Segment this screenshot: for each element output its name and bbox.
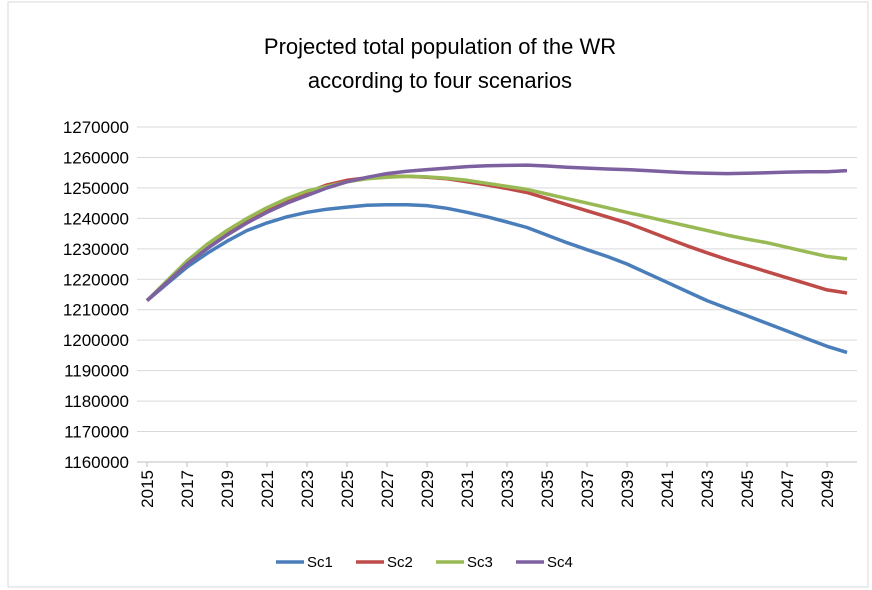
y-tick-label: 1190000 xyxy=(64,362,129,381)
y-tick-label: 1170000 xyxy=(64,423,129,442)
x-tick-label: 2033 xyxy=(498,470,517,508)
x-tick-label: 2039 xyxy=(618,470,637,508)
x-tick-label: 2015 xyxy=(138,470,157,508)
x-tick-label: 2025 xyxy=(338,470,357,508)
y-tick-label: 1210000 xyxy=(63,301,129,320)
x-tick-label: 2019 xyxy=(218,470,237,508)
x-tick-label: 2031 xyxy=(458,470,477,508)
x-tick-label: 2021 xyxy=(258,470,277,508)
x-tick-label: 2047 xyxy=(778,470,797,508)
y-tick-label: 1260000 xyxy=(63,148,129,167)
y-tick-label: 1180000 xyxy=(64,392,129,411)
x-tick-label: 2023 xyxy=(298,470,317,508)
x-tick-label: 2049 xyxy=(818,470,837,508)
x-tick-label: 2035 xyxy=(538,470,557,508)
chart-title: Projected total population of the WR acc… xyxy=(263,34,617,93)
y-tick-label: 1250000 xyxy=(63,179,129,198)
y-tick-label: 1270000 xyxy=(63,118,129,137)
x-tick-label: 2037 xyxy=(578,470,597,508)
legend-label: Sc1 xyxy=(307,554,333,571)
legend-label: Sc3 xyxy=(467,554,493,571)
y-tick-label: 1160000 xyxy=(64,453,129,472)
x-tick-label: 2041 xyxy=(658,470,677,508)
y-tick-label: 1200000 xyxy=(63,331,129,350)
series-line xyxy=(145,174,848,302)
legend-label: Sc4 xyxy=(547,554,573,571)
chart-border xyxy=(7,1,869,588)
x-tick-label: 2043 xyxy=(698,470,717,508)
x-tick-label: 2029 xyxy=(418,470,437,508)
x-tick-label: 2017 xyxy=(178,470,197,508)
legend-label: Sc2 xyxy=(387,554,413,571)
x-tick-label: 2027 xyxy=(378,470,397,508)
series-line xyxy=(145,163,848,302)
series-line xyxy=(145,202,848,355)
x-tick-label: 2045 xyxy=(738,470,757,508)
y-tick-label: 1220000 xyxy=(63,270,129,289)
y-tick-label: 1240000 xyxy=(63,209,129,228)
y-tick-label: 1230000 xyxy=(63,240,129,259)
